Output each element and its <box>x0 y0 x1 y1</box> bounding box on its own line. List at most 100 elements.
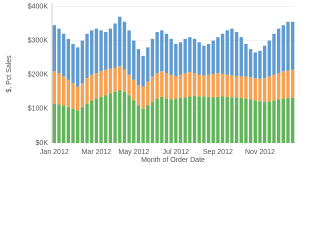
bar-segment <box>66 79 71 108</box>
bar-segment <box>178 97 183 143</box>
bar-segment <box>202 75 206 97</box>
bar-segment <box>230 28 234 76</box>
bar-segment <box>150 38 155 77</box>
bar-segment <box>71 43 75 84</box>
bar-segment <box>108 68 113 94</box>
bar-segment <box>174 43 178 77</box>
bar-segment <box>216 37 220 73</box>
bar-segment <box>239 76 243 98</box>
x-tick-label: Jul 2012 <box>163 149 190 156</box>
bar-segment <box>90 100 94 143</box>
x-axis-title: Month of Order Date <box>141 157 205 164</box>
bar-segment <box>276 99 281 143</box>
bar-segment <box>99 96 103 143</box>
bar-segment <box>286 21 290 71</box>
bar-segment <box>253 52 257 79</box>
bar-segment <box>122 91 127 143</box>
bar-segment <box>267 40 271 77</box>
bar-segment <box>127 30 131 75</box>
chart: $, Pct Sales Month of Order Date $0K $100… <box>6 3 295 164</box>
bar-segment <box>113 23 117 68</box>
bar-segment <box>62 33 66 77</box>
bar-segment <box>188 71 192 97</box>
bar-segment <box>206 96 211 143</box>
bar-segment <box>188 37 192 72</box>
bar-segment <box>286 70 290 98</box>
bar-segment <box>85 103 89 143</box>
bar-segment <box>62 105 66 143</box>
bar-segment <box>183 38 187 73</box>
bar-segment <box>244 76 248 99</box>
bar-segment <box>188 96 192 143</box>
bar-segment <box>76 47 80 87</box>
bar-segment <box>164 33 169 73</box>
x-tick-label: Sep 2012 <box>203 149 233 156</box>
bar-segment <box>141 86 145 109</box>
bar-segment <box>57 73 61 105</box>
y-tick-label: $400K <box>28 3 49 10</box>
bar-segment <box>206 43 211 75</box>
y-tick-label: $300K <box>28 37 49 44</box>
bar-segment <box>169 38 173 75</box>
x-tick-label: Nov 2012 <box>245 149 275 156</box>
bar-segment <box>76 86 80 111</box>
bar-segment <box>141 55 145 87</box>
bar-segment <box>85 78 89 104</box>
bar-segment <box>118 66 122 91</box>
x-tick-label: Mar 2012 <box>82 149 112 156</box>
bar-segment <box>178 74 183 98</box>
bar-segment <box>192 95 197 143</box>
bar-segment <box>71 83 75 109</box>
bar-segment <box>267 76 271 102</box>
bar-segment <box>220 33 225 74</box>
bar-segment <box>136 49 141 85</box>
bar-segment <box>62 76 66 106</box>
bar-segment <box>94 28 99 73</box>
bar-segment <box>80 107 85 143</box>
bar-segment <box>104 32 108 70</box>
bar-segment <box>174 98 178 143</box>
bar-segment <box>146 47 150 82</box>
bar-segment <box>262 45 267 79</box>
y-tick-label: $0K <box>36 140 49 147</box>
bar-segment <box>169 74 173 100</box>
bar-segment <box>113 67 117 92</box>
y-tick-label: $100K <box>28 106 49 113</box>
bar-segment <box>160 71 164 97</box>
bar-segment <box>272 33 276 75</box>
bar-segment <box>94 73 99 99</box>
bar-segment <box>113 91 117 143</box>
bar-segment <box>276 28 281 73</box>
bar-segment <box>160 96 164 143</box>
bar-segment <box>192 38 197 73</box>
bar-segment <box>225 30 229 75</box>
bar-segment <box>164 98 169 143</box>
bar-segment <box>202 96 206 143</box>
bar-segment <box>146 105 150 143</box>
bar-segment <box>52 71 57 104</box>
bar-segment <box>239 97 243 143</box>
bar-segment <box>132 79 136 101</box>
bar-segment <box>248 99 253 143</box>
bar-segment <box>258 50 262 79</box>
bar-segment <box>155 32 159 73</box>
x-tick-label: Jan 2012 <box>40 149 69 156</box>
bar-segment <box>52 103 57 143</box>
bar-segment <box>136 84 141 106</box>
bar-segment <box>76 110 80 143</box>
bar-segment <box>244 43 248 77</box>
bar-segment <box>150 102 155 143</box>
bar-segment <box>281 25 285 72</box>
bar-segment <box>160 30 164 72</box>
bar-segment <box>132 100 136 143</box>
y-tick-label: $200K <box>28 72 49 79</box>
bar-segment <box>202 45 206 76</box>
bar-segment <box>211 97 215 143</box>
bar-segment <box>122 21 127 70</box>
bar-segment <box>239 37 243 77</box>
bar-segment <box>253 78 257 101</box>
bar-segment <box>230 97 234 143</box>
bar-segment <box>290 97 295 143</box>
bar-segment <box>52 25 57 72</box>
bar-segment <box>220 73 225 97</box>
